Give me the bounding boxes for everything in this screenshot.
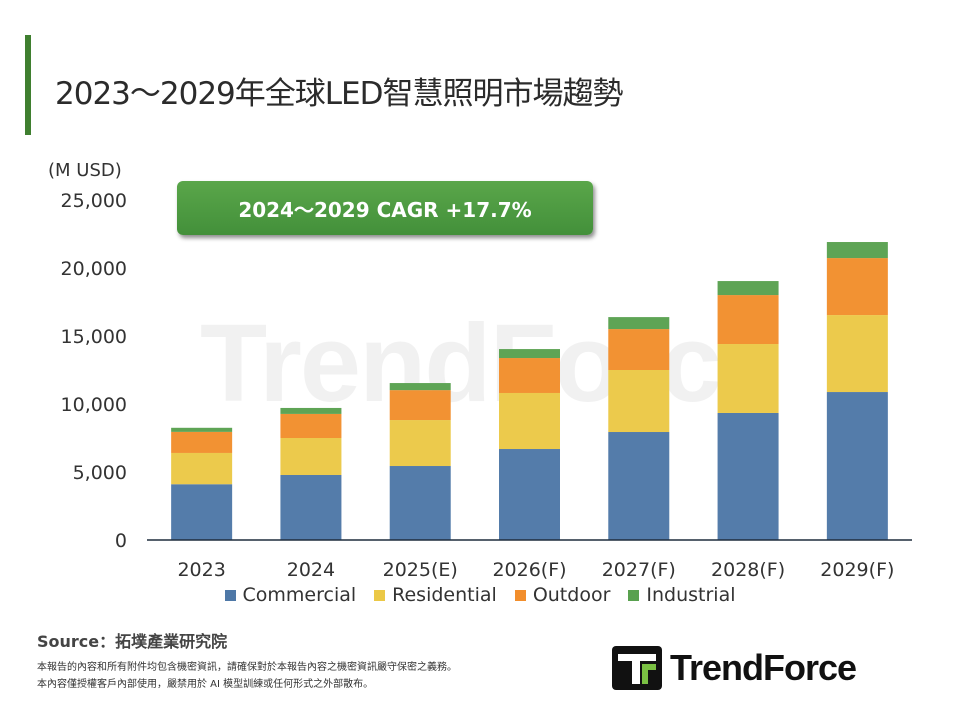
bar-segment-commercial — [389, 466, 451, 540]
x-tick-label: 2028(F) — [711, 559, 785, 581]
legend-item-residential: Residential — [374, 584, 497, 606]
source-label: Source：拓墣產業研究院 — [37, 632, 228, 651]
legend-swatch — [514, 589, 526, 601]
bar-segment-commercial — [608, 432, 670, 540]
y-tick-label: 0 — [115, 530, 127, 552]
bar-segment-residential — [826, 315, 888, 393]
x-tick-label: 2023 — [177, 559, 225, 581]
bar-segment-commercial — [499, 449, 560, 540]
watermark: TrendForce — [200, 302, 781, 425]
bar-segment-residential — [171, 452, 233, 485]
y-axis-unit: (M USD) — [48, 160, 122, 181]
bar-segment-outdoor — [389, 390, 451, 421]
legend-item-industrial: Industrial — [628, 584, 736, 606]
bar-segment-industrial — [499, 349, 560, 359]
bar-segment-outdoor — [499, 358, 560, 393]
bar-segment-commercial — [171, 484, 233, 540]
page-title: 2023～2029年全球LED智慧照明市場趨勢 — [55, 76, 624, 112]
cagr-banner: 2024～2029 CAGR +17.7% — [177, 181, 593, 235]
bar-segment-commercial — [280, 474, 342, 540]
legend-label: Residential — [392, 584, 497, 606]
bar-segment-commercial — [717, 412, 779, 540]
bar-segment-industrial — [717, 281, 779, 296]
bar-segment-residential — [608, 370, 670, 433]
x-tick-label: 2027(F) — [602, 559, 676, 581]
bar-segment-outdoor — [717, 295, 779, 345]
title-accent-bar — [25, 35, 31, 135]
legend-item-outdoor: Outdoor — [514, 584, 611, 606]
bar-segment-residential — [499, 392, 560, 450]
x-tick-label: 2025(E) — [383, 559, 458, 581]
x-tick-label: 2026(F) — [492, 559, 566, 581]
x-tick-label: 2029(F) — [820, 559, 894, 581]
legend-label: Commercial — [242, 584, 357, 606]
disclaimer-line-1: 本報告的內容和所有附件均包含機密資訊，請確保對於本報告內容之機密資訊嚴守保密之義… — [37, 662, 457, 673]
logo-text: TrendForce — [670, 647, 857, 688]
legend-swatch — [628, 589, 640, 601]
y-tick-label: 5,000 — [73, 462, 127, 484]
disclaimer-line-2: 本內容僅授權客戶內部使用，嚴禁用於 AI 模型訓練或任何形式之外部散布。 — [37, 679, 374, 690]
bar-segment-outdoor — [608, 329, 670, 370]
bar-segment-residential — [717, 344, 779, 413]
bar-segment-industrial — [608, 317, 670, 330]
bar-segment-industrial — [280, 407, 342, 414]
y-tick-label: 15,000 — [61, 326, 127, 348]
logo-mark-icon — [612, 646, 662, 690]
legend-item-commercial: Commercial — [224, 584, 357, 606]
bar-segment-outdoor — [171, 431, 233, 453]
bar-segment-residential — [280, 438, 342, 475]
bar-segment-industrial — [171, 427, 233, 432]
bar-segment-outdoor — [826, 258, 888, 316]
bar-segment-commercial — [826, 392, 888, 540]
y-tick-label: 10,000 — [61, 394, 127, 416]
y-tick-label: 25,000 — [61, 190, 127, 212]
bar-segment-industrial — [389, 383, 451, 391]
legend-swatch — [224, 589, 236, 601]
legend: Commercial Residential Outdoor Industrial — [0, 584, 960, 606]
y-tick-label: 20,000 — [61, 258, 127, 280]
x-tick-label: 2024 — [287, 559, 335, 581]
legend-swatch — [374, 589, 386, 601]
bar-segment-outdoor — [280, 413, 342, 438]
legend-label: Industrial — [646, 584, 736, 606]
bar-segment-residential — [389, 420, 451, 467]
bar-segment-industrial — [826, 242, 888, 259]
trendforce-logo: TrendForce — [612, 646, 857, 690]
legend-label: Outdoor — [532, 584, 611, 606]
